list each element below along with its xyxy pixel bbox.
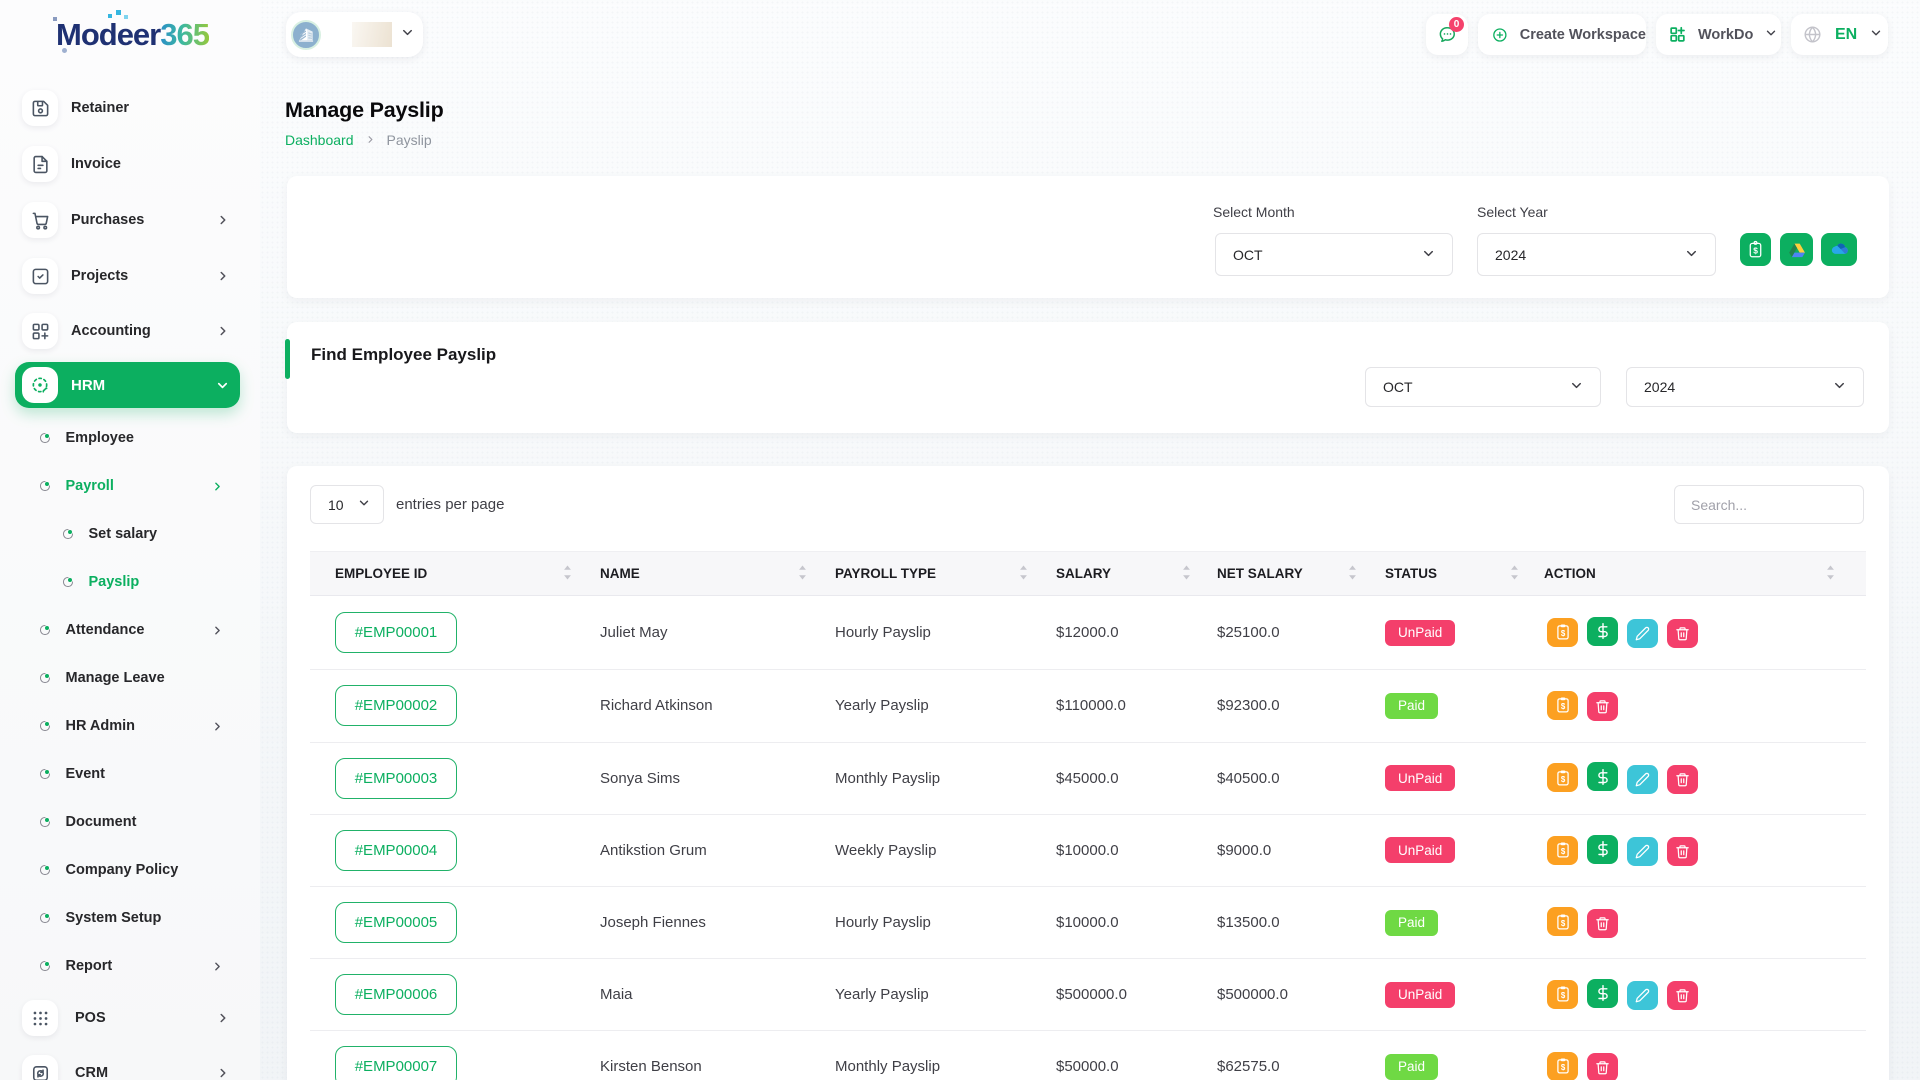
svg-text:$: $ bbox=[1560, 919, 1565, 928]
svg-text:$: $ bbox=[1560, 1063, 1565, 1072]
svg-text:$: $ bbox=[1560, 775, 1565, 784]
svg-text:$: $ bbox=[1753, 246, 1758, 256]
svg-text:$: $ bbox=[1560, 847, 1565, 856]
svg-text:$: $ bbox=[1560, 629, 1565, 638]
svg-text:$: $ bbox=[1560, 702, 1565, 711]
svg-text:$: $ bbox=[1560, 991, 1565, 1000]
